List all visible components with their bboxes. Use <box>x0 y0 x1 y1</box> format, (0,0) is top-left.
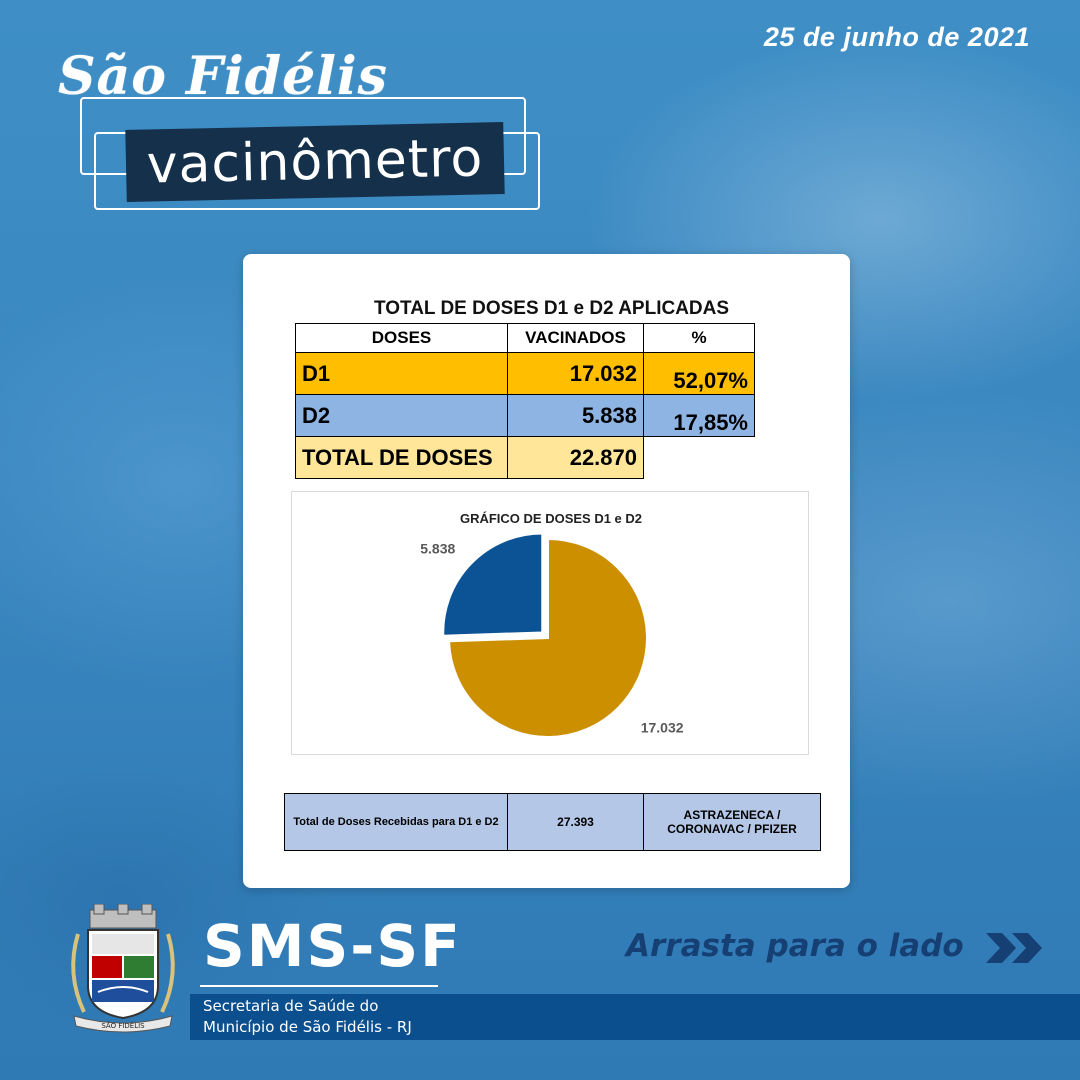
org-name: SMS-SF <box>203 912 462 980</box>
data-label: 5.838 <box>420 540 455 556</box>
pie-chart: GRÁFICO DE DOSES D1 e D2 17.032 5.838 <box>291 491 809 755</box>
swipe-hint[interactable]: Arrasta para o lado <box>626 928 964 964</box>
vacinados-value: 5.838 <box>507 394 644 437</box>
vacinados-value: 22.870 <box>507 436 644 479</box>
report-card: TOTAL DE DOSES D1 e D2 APLICADAS DOSES V… <box>243 254 850 888</box>
table-row: D2 5.838 17,85% <box>295 394 755 437</box>
table-row: D1 17.032 52,07% <box>295 352 755 395</box>
city-title: São Fidélis <box>58 46 388 107</box>
pct-value: 17,85% <box>643 394 755 437</box>
date-label: 25 de junho de 2021 <box>763 22 1030 52</box>
crest-text: SÃO FIDÉLIS <box>101 1021 145 1030</box>
received-table: Total de Doses Recebidas para D1 e D2 27… <box>284 793 821 851</box>
footer-band <box>190 994 1080 1040</box>
table-row: TOTAL DE DOSES 22.870 <box>295 436 755 479</box>
divider <box>200 985 438 987</box>
secretaria-line-1: Secretaria de Saúde do <box>203 997 379 1015</box>
dose-label: TOTAL DE DOSES <box>295 436 508 479</box>
column-header: % <box>643 323 755 353</box>
column-header: DOSES <box>295 323 508 353</box>
pct-value: 52,07% <box>643 352 755 395</box>
chart-title: GRÁFICO DE DOSES D1 e D2 <box>460 511 642 526</box>
received-value: 27.393 <box>507 793 644 851</box>
crest-icon: SÃO FIDÉLIS <box>71 904 175 1033</box>
pie-slice <box>442 532 544 637</box>
table-row: Total de Doses Recebidas para D1 e D2 27… <box>284 793 821 851</box>
doses-table: DOSES VACINADOS % D1 17.032 52,07% D2 5.… <box>295 323 755 479</box>
column-header: VACINADOS <box>507 323 644 353</box>
doses-table-title: TOTAL DE DOSES D1 e D2 APLICADAS <box>373 298 730 319</box>
received-vaccines: ASTRAZENECA / CORONAVAC / PFIZER <box>643 793 821 851</box>
table-header-row: DOSES VACINADOS % <box>295 323 755 353</box>
received-label: Total de Doses Recebidas para D1 e D2 <box>284 793 508 851</box>
data-label: 17.032 <box>641 720 684 736</box>
pie-chart-svg: GRÁFICO DE DOSES D1 e D2 17.032 5.838 <box>420 511 684 738</box>
secretaria-line-2: Município de São Fidélis - RJ <box>203 1018 412 1036</box>
double-chevron-right-icon[interactable] <box>982 930 1048 966</box>
page-title: vacinômetro <box>146 128 484 196</box>
title-banner: vacinômetro <box>125 122 505 202</box>
empty-cell <box>644 437 755 479</box>
dose-label: D1 <box>295 352 508 395</box>
pie-slice <box>448 537 648 738</box>
dose-label: D2 <box>295 394 508 437</box>
vacinados-value: 17.032 <box>507 352 644 395</box>
